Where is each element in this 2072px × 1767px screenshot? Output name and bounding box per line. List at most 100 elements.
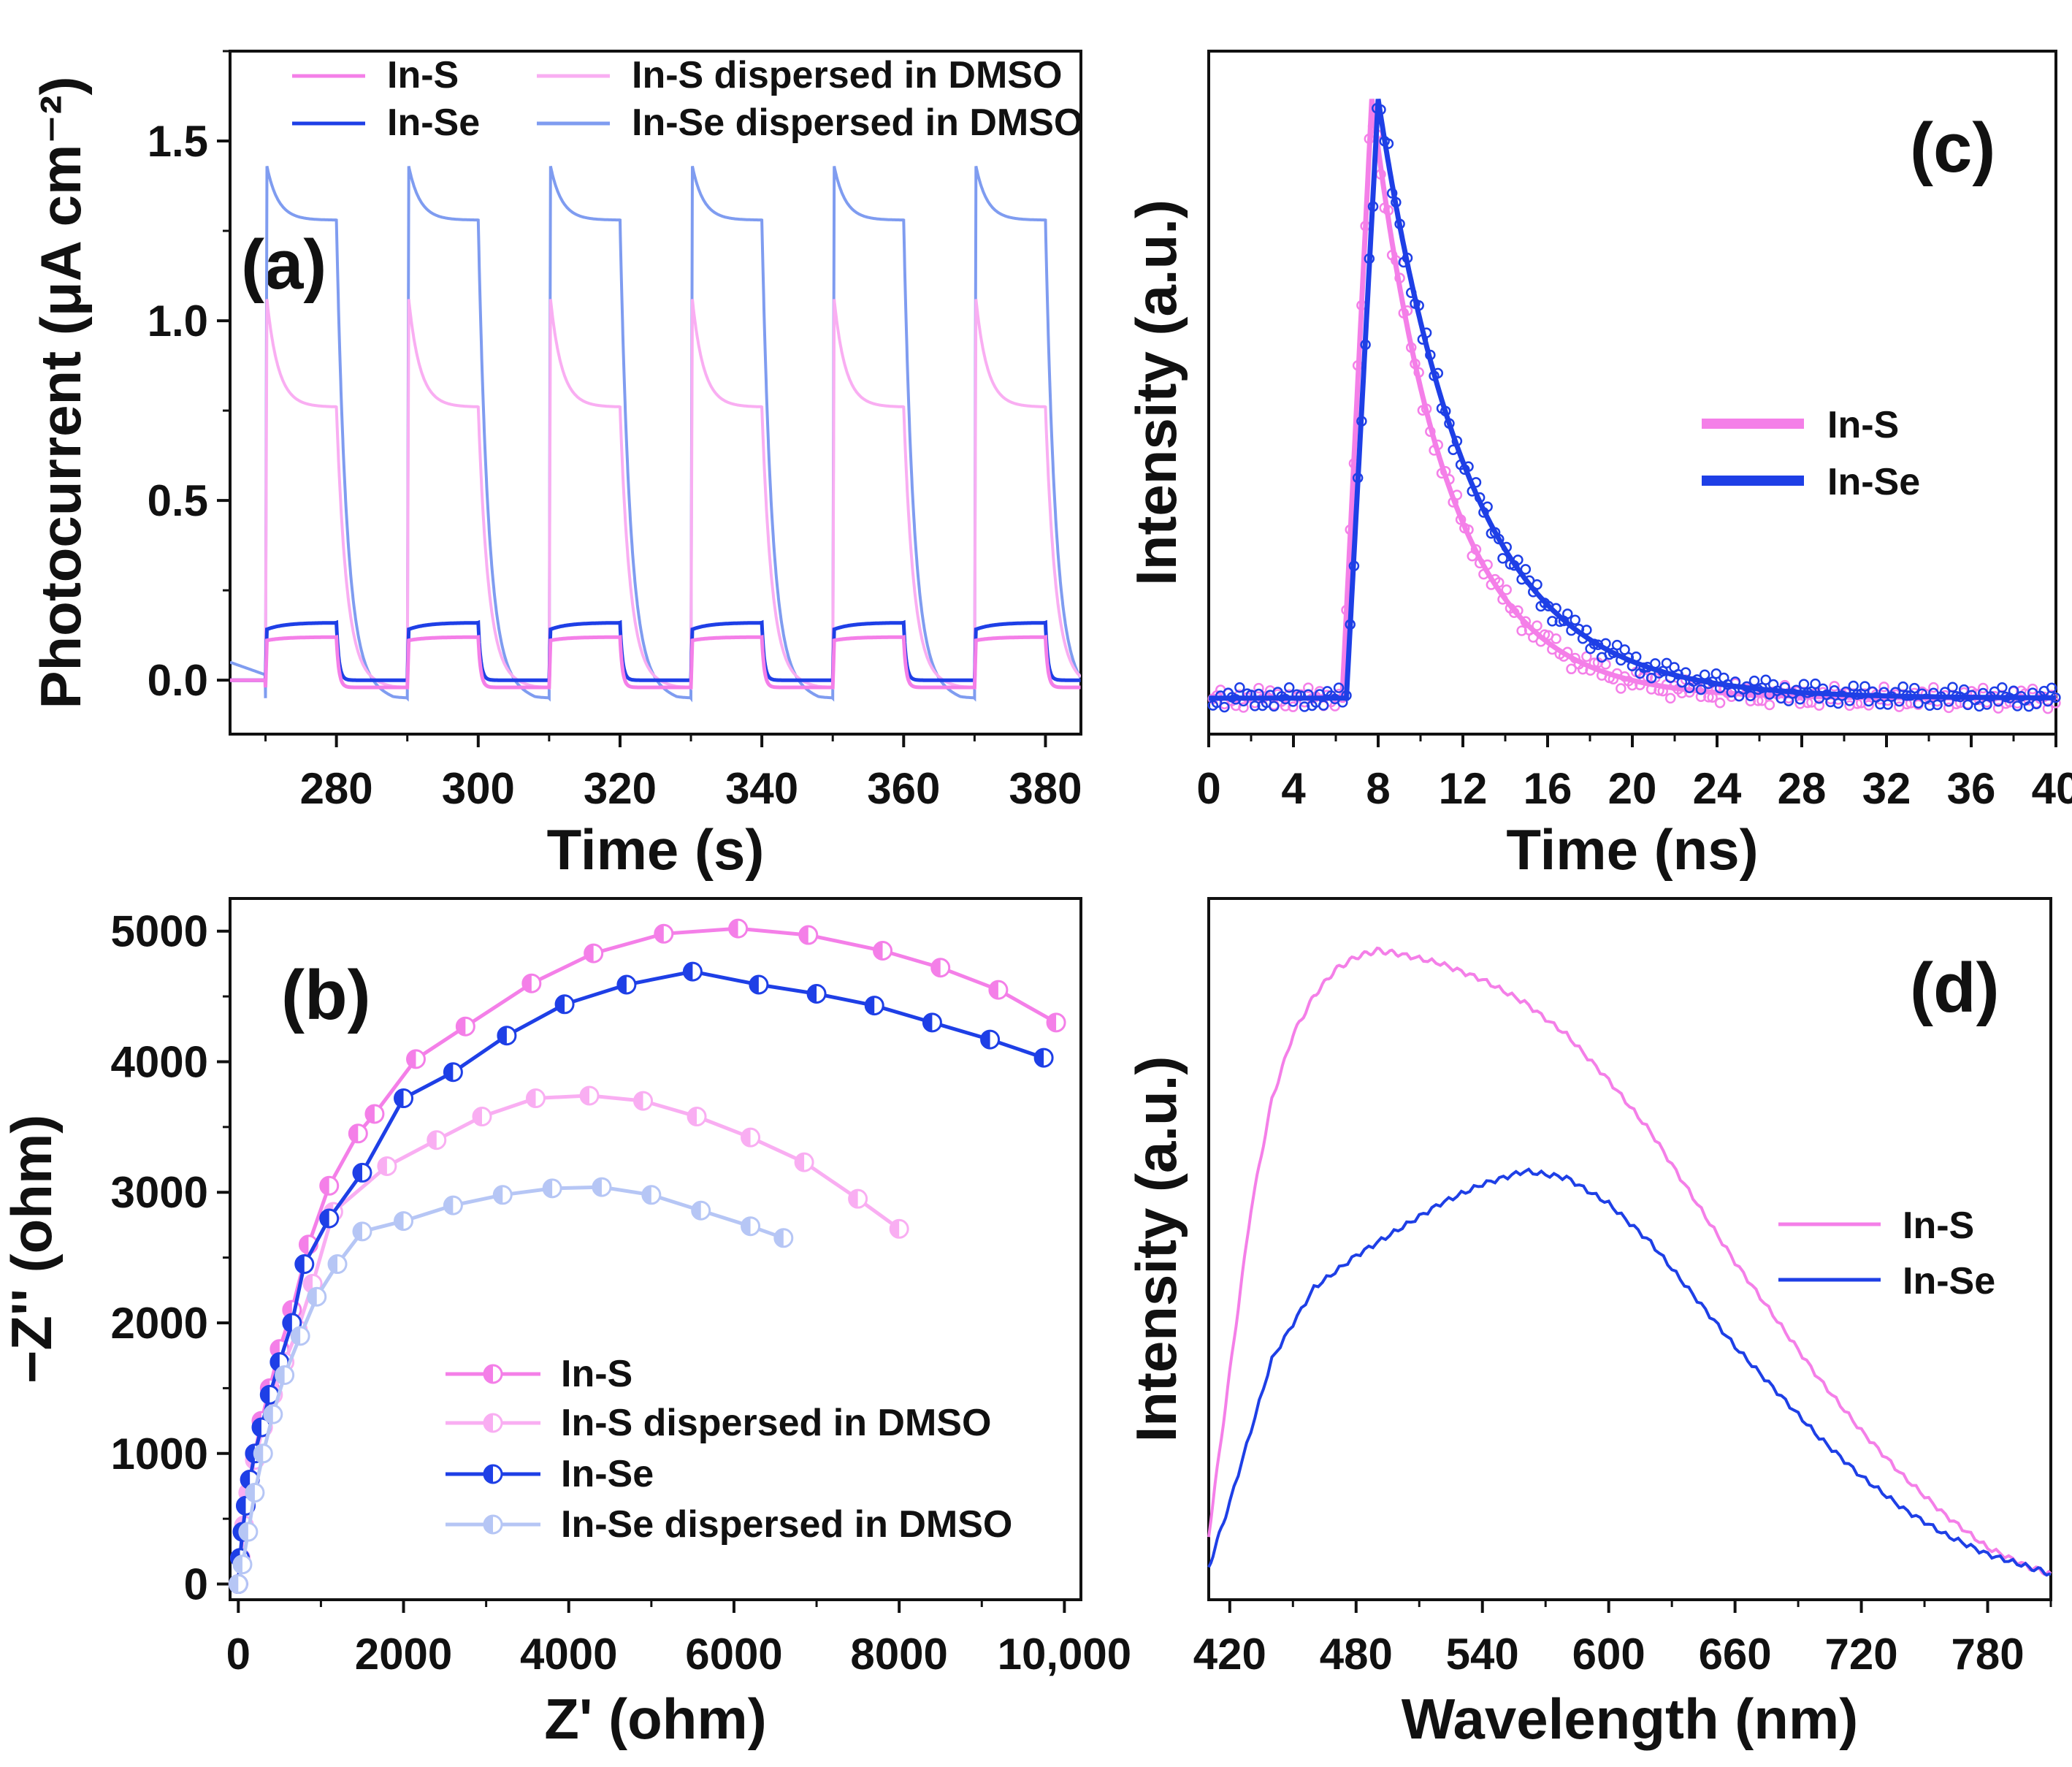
data-point [427,1130,447,1150]
marker-half [584,944,594,963]
marker-half [497,1026,507,1045]
data-point [741,1127,761,1148]
data-point [988,980,1009,1000]
panel-d: 420 480 540 600 660 720 780 Wavelength (nm) Inte… [1124,897,2052,1751]
marker-half [320,1209,329,1227]
data-point [1813,700,1825,711]
x-tick-label: 600 [1572,1630,1645,1679]
marker-half [320,1177,329,1195]
data-point [521,973,542,993]
data-point [889,1218,909,1239]
legend-label: In-S dispersed in DMSO [632,54,1062,96]
data-point [616,974,637,995]
marker-half [484,1516,493,1533]
marker-half [261,1386,270,1404]
marker-half [581,1086,590,1104]
y-tick-label: 1000 [111,1430,208,1478]
marker-half [329,1255,338,1273]
marker-half [237,1497,246,1515]
x-tick-label: 0 [226,1630,251,1679]
x-tick-label: 16 [1524,764,1572,813]
x-axis-title: Time (s) [547,817,765,882]
marker-half [484,1465,493,1483]
legend-label: In-S [1827,404,1899,446]
marker-half [254,1444,264,1462]
data-point [1547,616,1558,627]
data-point [1238,702,1249,713]
data-point [1303,682,1314,693]
x-tick-label: 0 [1196,764,1220,813]
data-point [1269,701,1280,712]
data-point [394,1088,414,1109]
data-point [352,1162,372,1183]
x-tick-label: 720 [1825,1630,1898,1679]
series-line-in-se [1207,1167,2052,1577]
y-tick-label: 0.5 [148,476,208,525]
marker-half [654,925,664,943]
marker-half [307,1288,317,1306]
data-point [1932,699,1943,711]
marker-half [642,1186,651,1204]
y-tick-label: 2000 [111,1299,208,1348]
x-tick-label: 380 [1009,764,1082,813]
data-point [263,1404,283,1424]
data-point [394,1211,414,1232]
data-point [228,1574,248,1595]
x-tick-label: 360 [867,764,940,813]
data-point [1299,701,1310,712]
data-point [1318,700,1329,711]
marker-half [741,1217,751,1235]
data-point [1794,698,1805,709]
data-point [873,941,893,961]
data-point [579,1085,600,1106]
marker-half [1035,1049,1044,1067]
panel-label: (b) [281,956,371,1034]
data-point [1219,701,1230,713]
marker-half [245,1444,255,1462]
series-points-in-s [1207,121,2061,714]
legend-marker [483,1464,503,1484]
data-point [2046,682,2057,694]
marker-half [275,1366,285,1384]
data-point [1501,584,1512,595]
x-tick-label: 40 [2032,764,2072,813]
data-point [253,1443,273,1464]
data-point [1516,625,1527,636]
x-tick-label: 320 [584,764,657,813]
data-point [1333,682,1345,693]
marker-half [1047,1013,1057,1031]
x-tick-label: 660 [1699,1630,1772,1679]
data-point [2042,703,2054,714]
data-point [327,1254,348,1275]
panel-a: 280 300 320 340 360 380 0.0 0.5 1.0 1.5 Time (s) Ph… [28,50,1083,882]
y-tick-label: 0.0 [148,656,208,705]
x-tick-label: 2000 [355,1630,452,1679]
data-point [348,1123,368,1144]
data-point [1863,700,1874,711]
marker-half [299,1235,309,1253]
data-point [584,943,604,963]
marker-half [923,1013,933,1031]
marker-half [473,1107,482,1126]
legend-label: In-Se dispersed in DMSO [632,102,1083,144]
marker-half [799,926,808,944]
data-point [641,1185,662,1205]
data-point [1909,682,1920,694]
marker-half [890,1220,900,1238]
data-point [259,1384,280,1405]
data-point [1551,633,1561,644]
x-tick-label: 20 [1608,764,1657,813]
data-point [1745,690,1756,701]
data-point [1810,678,1821,690]
x-tick-label: 8 [1366,764,1390,813]
data-point [741,1216,761,1237]
marker-half [484,1365,493,1383]
marker-half [527,1089,536,1107]
data-point [1699,669,1710,680]
marker-half [245,1484,255,1502]
marker-half [795,1153,805,1172]
marker-half [353,1222,362,1240]
x-axis-title: Wavelength (nm) [1402,1687,1858,1751]
data-point [319,1175,340,1196]
data-point [443,1062,463,1083]
